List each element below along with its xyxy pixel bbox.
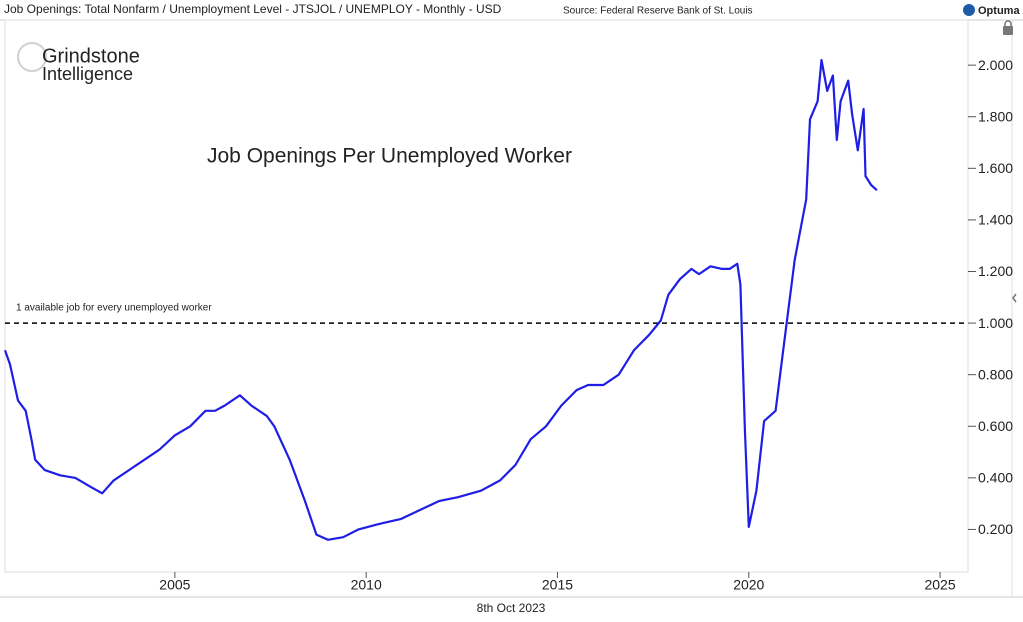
lock-shackle [1004, 20, 1012, 27]
y-tick-label: 0.200 [978, 521, 1013, 537]
x-tick-label: 2020 [733, 577, 764, 593]
logo: Optuma [978, 5, 1020, 17]
watermark: Intelligence [42, 64, 133, 84]
logo-icon [963, 4, 975, 16]
x-tick-label: 2010 [351, 577, 382, 593]
collapse-arrow[interactable] [1012, 293, 1017, 303]
lock-icon[interactable] [1003, 26, 1013, 35]
y-tick-label: 0.800 [978, 366, 1013, 382]
chart-title: Job Openings Per Unemployed Worker [207, 145, 572, 168]
watermark: Grindstone [42, 45, 140, 67]
y-tick-label: 1.600 [978, 160, 1013, 176]
x-tick-label: 2025 [924, 577, 955, 593]
plot-frame [4, 19, 969, 573]
x-tick-label: 2015 [542, 577, 573, 593]
watermark-icon [17, 42, 47, 72]
reference-label: 1 available job for every unemployed wor… [16, 303, 212, 314]
source: Source: Federal Reserve Bank of St. Loui… [563, 6, 753, 17]
x-tick-label: 2005 [159, 577, 190, 593]
data-line [3, 58, 878, 541]
y-tick-label: 2.000 [978, 57, 1013, 73]
chart-header: Job Openings: Total Nonfarm / Unemployme… [4, 2, 502, 16]
date: 8th Oct 2023 [477, 601, 546, 615]
y-tick-label: 1.400 [978, 212, 1013, 228]
y-tick-label: 0.400 [978, 470, 1013, 486]
y-tick-label: 1.000 [978, 315, 1013, 331]
y-tick-label: 1.800 [978, 108, 1013, 124]
y-tick-label: 1.200 [978, 263, 1013, 279]
y-tick-label: 0.600 [978, 418, 1013, 434]
